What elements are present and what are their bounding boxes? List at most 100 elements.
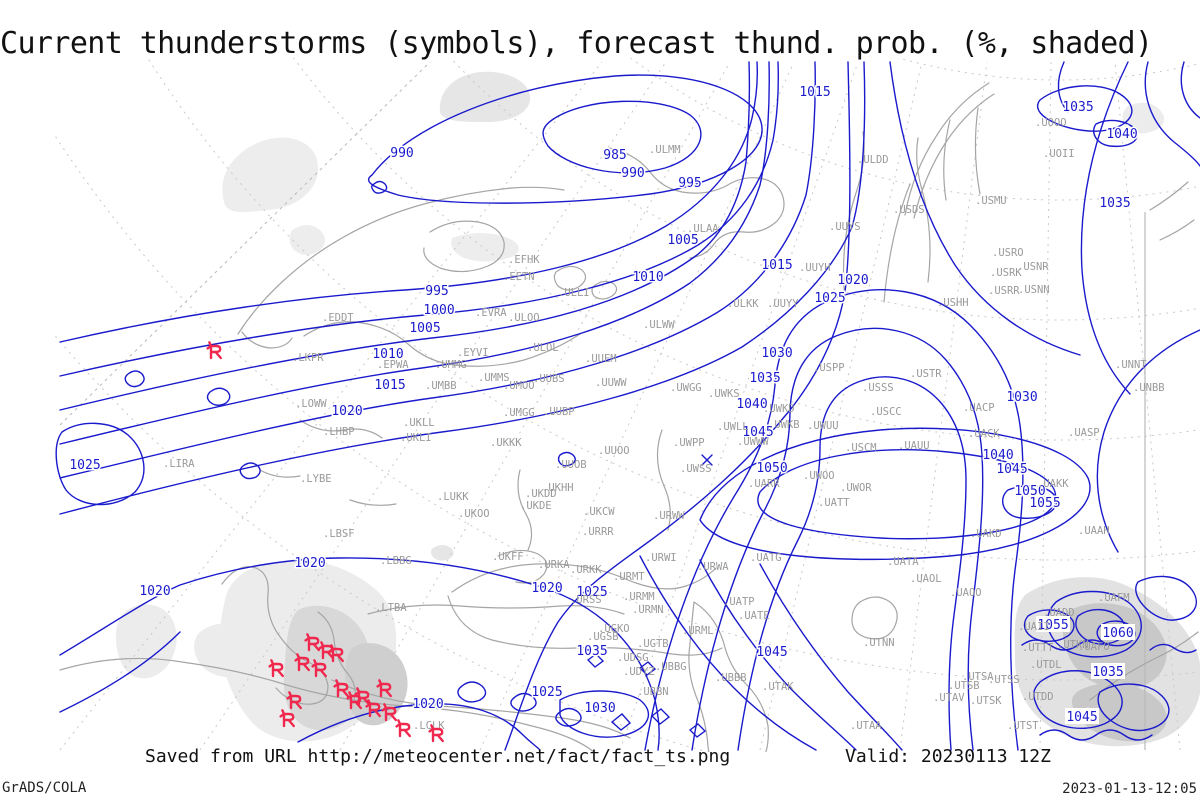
station-id: .URKK: [570, 564, 602, 576]
coastline-path: [688, 601, 769, 752]
isobar-path: [1023, 609, 1075, 642]
station-id: .EDDT: [322, 312, 354, 324]
isobar-label: 1025: [531, 685, 562, 700]
coastline-path: [943, 119, 951, 201]
station-id: .USCC: [870, 406, 902, 418]
station-id: .UAFM: [1098, 592, 1130, 604]
isobar-path: [1096, 329, 1200, 553]
isobar-path: [757, 449, 1057, 540]
station-id: .UWOO: [803, 470, 835, 482]
isobar-path: [1097, 683, 1170, 732]
station-id: .UUOO: [598, 445, 630, 457]
station-id: .UWSS: [680, 463, 712, 475]
isobar-path: [1135, 575, 1197, 621]
isobar-label: 1045: [756, 645, 787, 660]
isobar-path: [206, 387, 231, 406]
station-id: .LIRA: [163, 458, 195, 470]
station-id: .UTST: [1007, 720, 1039, 732]
coastline-path: [259, 469, 301, 478]
meridian-line: [1039, 61, 1052, 751]
isobar-label: 1015: [374, 378, 405, 393]
valid-time-text: Valid: 20230113 12Z: [845, 746, 1051, 767]
isobar-label-box: [1101, 624, 1135, 640]
station-id: .UKDE: [520, 500, 552, 512]
station-id: .UMMG: [435, 359, 467, 371]
meridian-line: [479, 61, 795, 751]
station-id: .URWA: [697, 561, 729, 573]
isobar-path: [239, 462, 261, 480]
station-id: .UDSG: [617, 652, 649, 664]
isobar-path: [59, 61, 866, 515]
creation-timestamp: 2023-01-13-12:05: [1062, 781, 1197, 797]
coastline-path: [59, 657, 595, 752]
station-id: .UATT: [818, 497, 850, 509]
coastline-path: [451, 563, 717, 593]
isobar-label: 1000: [423, 303, 454, 318]
station-id: .UUBS: [533, 373, 565, 385]
station-id: .UMOO: [503, 380, 535, 392]
station-id: .UNNT: [1115, 359, 1147, 371]
station-id: .UWKD: [763, 403, 795, 415]
isobar-path: [59, 557, 660, 751]
probability-shade: [431, 545, 454, 561]
isobar-path: [510, 692, 537, 712]
station-id: .UTSB: [948, 680, 980, 692]
meridian-line: [59, 61, 603, 751]
station-id: .UWWW: [737, 436, 769, 448]
isobar-path: [699, 559, 857, 751]
isobar-path: [759, 563, 903, 751]
probability-shade: [289, 225, 325, 255]
isobar-label: 995: [425, 284, 448, 299]
isobar-path: [1144, 61, 1200, 167]
isobar-label-box: [1036, 616, 1070, 632]
isobar-label: 1030: [584, 701, 615, 716]
isobar-label: 1005: [409, 321, 440, 336]
station-id: .ULKK: [727, 298, 759, 310]
isobar-label: 1040: [736, 397, 767, 412]
isobar-path: [1033, 670, 1123, 729]
coastline-path: [851, 596, 898, 640]
isobar-path: [1057, 61, 1069, 113]
station-id: .ULOL: [527, 342, 559, 354]
isobar-label: 1030: [761, 346, 792, 361]
coastline-path: [974, 107, 981, 195]
station-id: .UUOB: [555, 459, 587, 471]
isobar-label: 1040: [1106, 127, 1137, 142]
parallel-line: [55, 134, 1200, 681]
station-id: .USRK: [990, 267, 1022, 279]
station-id: .EPWA: [377, 359, 409, 371]
coastline-path: [656, 429, 671, 531]
station-id: .UWUU: [807, 420, 839, 432]
station-id: .EYVI: [457, 347, 489, 359]
station-id: .UBBG: [655, 661, 687, 673]
probability-shade: [194, 623, 270, 678]
isobar-label: 1040: [982, 448, 1013, 463]
coastline-path: [303, 321, 581, 367]
station-id: .UMBB: [425, 380, 457, 392]
isobar-label: 1055: [1037, 618, 1068, 633]
thunderstorm-symbol: [206, 341, 223, 360]
station-id: .UMGG: [503, 407, 535, 419]
isobar-label: 1055: [1029, 496, 1060, 511]
station-id: .UATP: [723, 596, 755, 608]
probability-shade: [1122, 102, 1165, 134]
station-id: .USSS: [862, 382, 894, 394]
coastline-layer: [59, 82, 1199, 752]
station-id: .ULLI: [558, 287, 590, 299]
station-id: .UTDL: [1030, 659, 1062, 671]
coastline-path: [1159, 219, 1195, 241]
station-id: .UACP: [963, 402, 995, 414]
parallel-line: [897, 58, 1200, 81]
isobar-path: [371, 180, 388, 194]
isobar-label: 985: [603, 148, 626, 163]
isobar-path: [297, 703, 541, 751]
isobar-label: 1020: [139, 584, 170, 599]
isobar-label: 1015: [761, 258, 792, 273]
station-id: .URML: [682, 625, 714, 637]
isobar-path: [1092, 119, 1138, 148]
station-id: .UOOO: [1035, 117, 1067, 129]
station-id: .UAUU: [898, 440, 930, 452]
station-id: .URMM: [623, 591, 655, 603]
station-id: .USRR: [988, 285, 1020, 297]
